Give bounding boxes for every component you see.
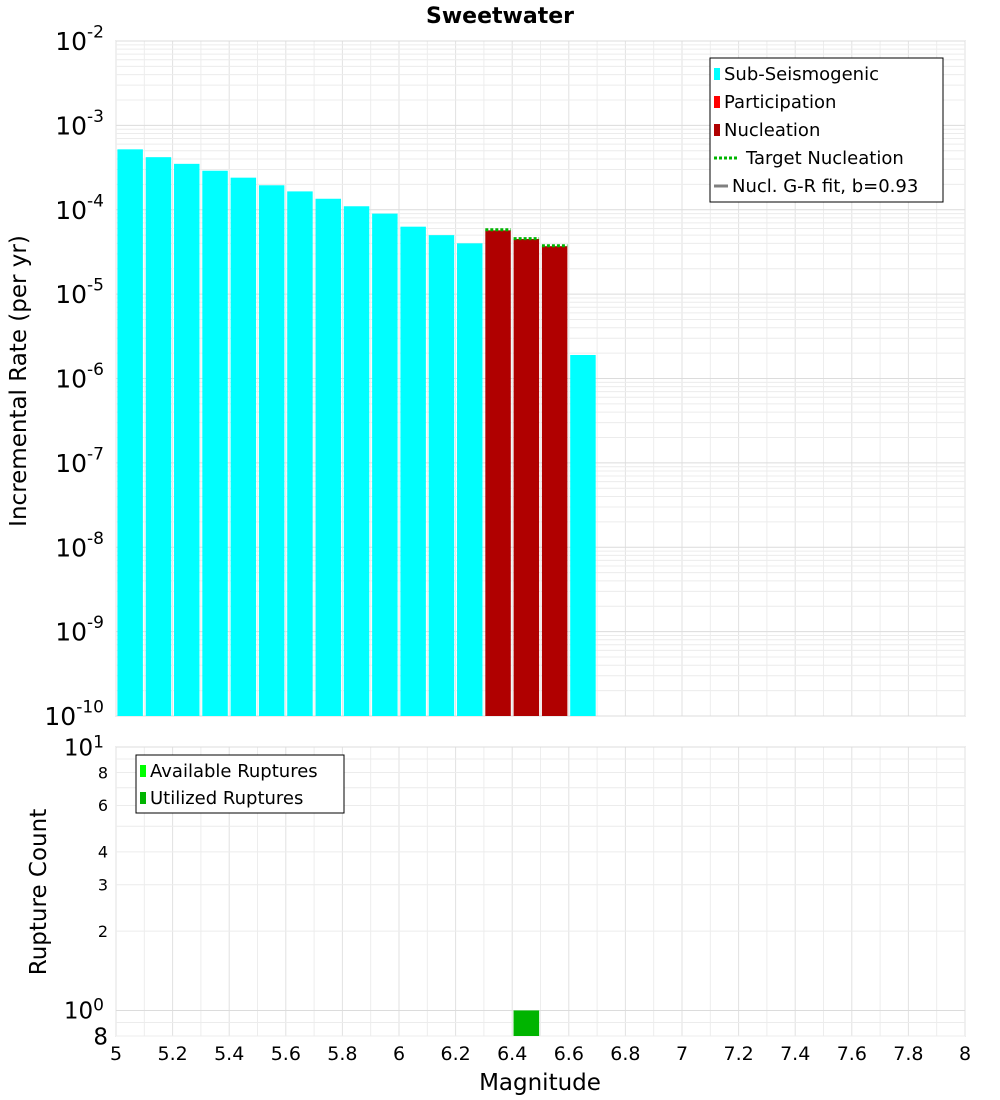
legend-rupture-label: Available Ruptures (150, 761, 318, 782)
bottom-legend-box (135, 754, 345, 814)
top-y-tick-label: 10-2 (55, 23, 104, 57)
bottom-legend: Available Ruptures Utilized Ruptures (135, 754, 345, 814)
x-tick-label: 5.8 (327, 1043, 357, 1065)
x-tick-label: 5.6 (271, 1043, 301, 1065)
x-tick-label: 6.8 (610, 1043, 640, 1065)
sub-seismogenic-bar (428, 235, 455, 716)
x-tick-label: 7.6 (837, 1043, 867, 1065)
legend-gr-fit-label: Nucl. G-R fit, b=0.93 (732, 176, 918, 197)
sub-seismogenic-bar (230, 177, 257, 716)
bottom-y-tick-label: 4 (98, 843, 108, 862)
x-tick-label: 5.2 (157, 1043, 187, 1065)
legend-sub-seismogenic-label: Sub-Seismogenic (724, 64, 879, 85)
bottom-y-tick-label: 100 (64, 996, 104, 1025)
sub-seismogenic-bar (457, 243, 483, 717)
legend-sub-seismogenic-swatch (714, 68, 720, 80)
legend-target-nucleation-label: Target Nucleation (745, 148, 904, 169)
x-tick-label: 6.6 (554, 1043, 584, 1065)
legend-rupture-swatch (140, 792, 146, 804)
top-legend: Sub-Seismogenic Participation Nucleation Ta… (709, 57, 944, 203)
sub-seismogenic-bar (117, 149, 143, 716)
sub-seismogenic-bar (174, 163, 200, 717)
sub-seismogenic-bar (343, 206, 370, 716)
bottom-y-tick-label: 6 (98, 796, 108, 815)
sub-seismogenic-bar (372, 213, 398, 717)
nucleation-bar (485, 230, 511, 716)
top-y-tick-label: 10-6 (55, 360, 104, 394)
nucleation-bar (541, 246, 568, 716)
top-y-axis-label: Incremental Rate (per yr) (6, 235, 32, 527)
x-tick-label: 7 (676, 1043, 688, 1065)
legend-rupture-label: Utilized Ruptures (150, 788, 303, 809)
top-y-tick-label: 10-5 (55, 276, 104, 310)
x-tick-label: 5 (110, 1043, 122, 1065)
x-tick-label: 7.8 (893, 1043, 923, 1065)
chart-title: Sweetwater (426, 4, 574, 29)
nucleation-bar (513, 239, 540, 716)
sub-seismogenic-bar (287, 191, 313, 717)
x-tick-labels: 5 5.2 5.4 5.6 5.8 6 6.2 6.4 6.6 6.8 7 7.2 7.4 7.6 7.8 8 (110, 1043, 971, 1065)
x-tick-label: 6 (393, 1043, 405, 1065)
top-legend-box (709, 57, 944, 203)
top-y-tick-label: 10-8 (55, 529, 104, 563)
bottom-y-axis-label: Rupture Count (26, 809, 52, 975)
legend-rupture-swatch (140, 765, 146, 777)
sub-seismogenic-bar (315, 198, 341, 717)
top-y-tick-label: 10-4 (55, 191, 104, 225)
x-tick-label: 7.4 (780, 1043, 810, 1065)
x-tick-label: 8 (959, 1043, 971, 1065)
sub-seismogenic-bar (400, 226, 426, 716)
sub-seismogenic-bar (145, 157, 172, 717)
utilized-ruptures-bar (513, 1010, 540, 1036)
sub-seismogenic-bar (570, 354, 596, 716)
legend-participation-swatch (714, 96, 720, 108)
bottom-y-tick-label: 2 (98, 922, 108, 941)
top-bars (117, 149, 596, 717)
bottom-y-tick-label: 3 (98, 876, 108, 895)
legend-participation-label: Participation (724, 92, 836, 113)
x-tick-label: 6.2 (440, 1043, 470, 1065)
x-tick-label: 7.2 (723, 1043, 753, 1065)
top-y-tick-labels: 10-10 10-9 10-8 10-7 10-6 10-5 10-4 10-3 10-2 (44, 23, 104, 732)
legend-nucleation-label: Nucleation (724, 120, 820, 141)
legend-nucleation-swatch (714, 124, 720, 136)
x-axis-label: Magnitude (479, 1070, 601, 1096)
x-tick-label: 5.4 (214, 1043, 244, 1065)
top-y-tick-label: 10-10 (44, 698, 104, 732)
bottom-bars (513, 1010, 540, 1036)
sub-seismogenic-bar (258, 185, 285, 717)
top-y-tick-label: 10-9 (55, 613, 104, 647)
top-y-tick-label: 10-3 (55, 107, 104, 141)
incremental-rate-panel: 10-10 10-9 10-8 10-7 10-6 10-5 10-4 10-3 10-2 In… (6, 23, 966, 732)
bottom-y-tick-label: 8 (98, 763, 108, 782)
x-tick-label: 6.4 (497, 1043, 527, 1065)
bottom-y-tick-label: 8 (93, 1024, 108, 1050)
top-y-tick-label: 10-7 (55, 444, 104, 478)
sub-seismogenic-bar (202, 170, 228, 716)
bottom-y-tick-label: 101 (64, 732, 104, 761)
